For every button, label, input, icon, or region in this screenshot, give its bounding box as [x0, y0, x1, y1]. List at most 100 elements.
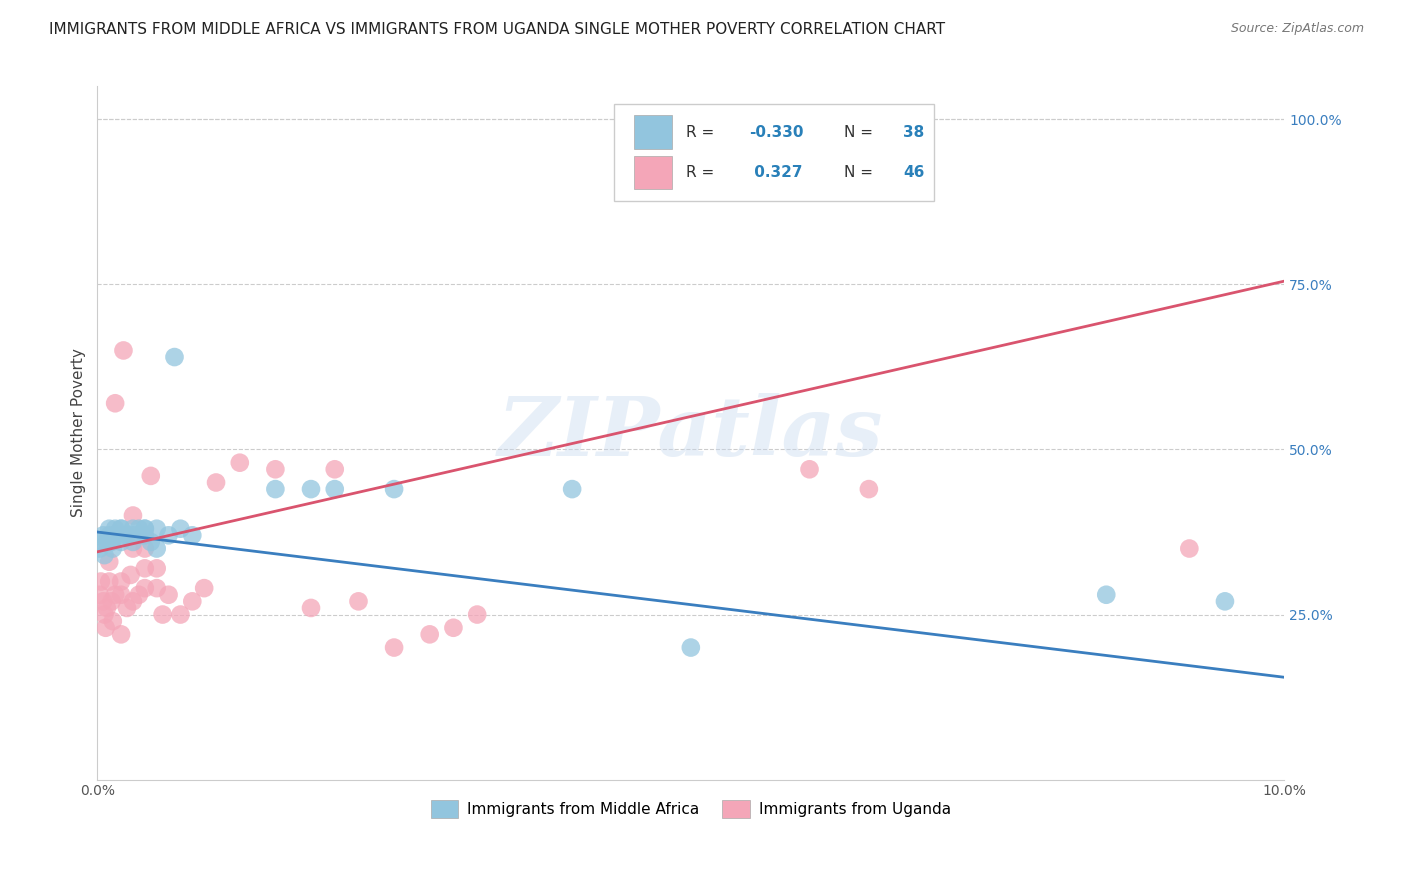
Point	[94, 621, 117, 635]
Point	[122, 528, 145, 542]
Point	[96, 601, 118, 615]
Point	[799, 462, 821, 476]
Point	[128, 588, 150, 602]
Point	[104, 396, 127, 410]
Point	[112, 528, 135, 542]
Point	[98, 555, 121, 569]
Point	[110, 522, 132, 536]
Point	[299, 482, 322, 496]
Point	[205, 475, 228, 490]
Point	[100, 594, 122, 608]
Y-axis label: Single Mother Poverty: Single Mother Poverty	[72, 349, 86, 517]
Point	[122, 522, 145, 536]
Point	[181, 528, 204, 542]
Point	[91, 594, 114, 608]
Point	[101, 541, 124, 556]
Text: IMMIGRANTS FROM MIDDLE AFRICA VS IMMIGRANTS FROM UGANDA SINGLE MOTHER POVERTY CO: IMMIGRANTS FROM MIDDLE AFRICA VS IMMIGRA…	[49, 22, 945, 37]
Point	[128, 522, 150, 536]
Point	[347, 594, 370, 608]
Text: R =: R =	[686, 125, 720, 140]
Point	[1095, 588, 1118, 602]
Point	[134, 581, 156, 595]
Point	[139, 469, 162, 483]
Point	[104, 588, 127, 602]
Point	[323, 462, 346, 476]
Point	[110, 588, 132, 602]
Point	[382, 640, 405, 655]
Point	[264, 482, 287, 496]
Text: N =: N =	[844, 165, 877, 180]
Point	[122, 535, 145, 549]
Point	[115, 528, 138, 542]
Point	[134, 528, 156, 542]
Point	[104, 528, 127, 542]
Point	[145, 541, 167, 556]
Point	[193, 581, 215, 595]
Text: 0.327: 0.327	[749, 165, 803, 180]
Point	[134, 522, 156, 536]
Point	[163, 350, 186, 364]
Point	[122, 508, 145, 523]
Point	[145, 561, 167, 575]
Point	[110, 535, 132, 549]
Point	[96, 535, 118, 549]
Point	[465, 607, 488, 622]
Point	[145, 522, 167, 536]
Point	[443, 621, 465, 635]
Point	[110, 522, 132, 536]
Point	[90, 574, 112, 589]
Point	[299, 601, 322, 615]
Point	[120, 568, 142, 582]
Point	[104, 522, 127, 536]
FancyBboxPatch shape	[613, 103, 934, 201]
Text: N =: N =	[844, 125, 877, 140]
Point	[679, 640, 702, 655]
Point	[110, 574, 132, 589]
Point	[89, 588, 111, 602]
Point	[264, 462, 287, 476]
Point	[157, 588, 180, 602]
Text: ZIPatlas: ZIPatlas	[498, 393, 883, 473]
Text: -0.330: -0.330	[749, 125, 803, 140]
Point	[139, 535, 162, 549]
Point	[101, 614, 124, 628]
Point	[382, 482, 405, 496]
Point	[134, 522, 156, 536]
Point	[112, 343, 135, 358]
Point	[181, 594, 204, 608]
Point	[134, 561, 156, 575]
Point	[323, 482, 346, 496]
Point	[134, 541, 156, 556]
Point	[110, 627, 132, 641]
Point	[145, 581, 167, 595]
Point	[122, 541, 145, 556]
Point	[1178, 541, 1201, 556]
Point	[1213, 594, 1236, 608]
Point	[152, 607, 174, 622]
Point	[98, 574, 121, 589]
Point	[93, 548, 115, 562]
Point	[89, 541, 111, 556]
Point	[858, 482, 880, 496]
Text: 46: 46	[903, 165, 925, 180]
Legend: Immigrants from Middle Africa, Immigrants from Uganda: Immigrants from Middle Africa, Immigrant…	[425, 794, 957, 824]
Point	[100, 535, 122, 549]
Text: R =: R =	[686, 165, 720, 180]
Point	[561, 482, 583, 496]
Point	[91, 528, 114, 542]
FancyBboxPatch shape	[634, 115, 672, 149]
Point	[157, 528, 180, 542]
Point	[93, 607, 115, 622]
Point	[169, 607, 191, 622]
Text: Source: ZipAtlas.com: Source: ZipAtlas.com	[1230, 22, 1364, 36]
FancyBboxPatch shape	[634, 156, 672, 189]
Point	[115, 601, 138, 615]
Point	[122, 594, 145, 608]
Point	[419, 627, 441, 641]
Text: 38: 38	[903, 125, 925, 140]
Point	[98, 522, 121, 536]
Point	[169, 522, 191, 536]
Point	[98, 528, 121, 542]
Point	[229, 456, 252, 470]
Point	[90, 535, 112, 549]
